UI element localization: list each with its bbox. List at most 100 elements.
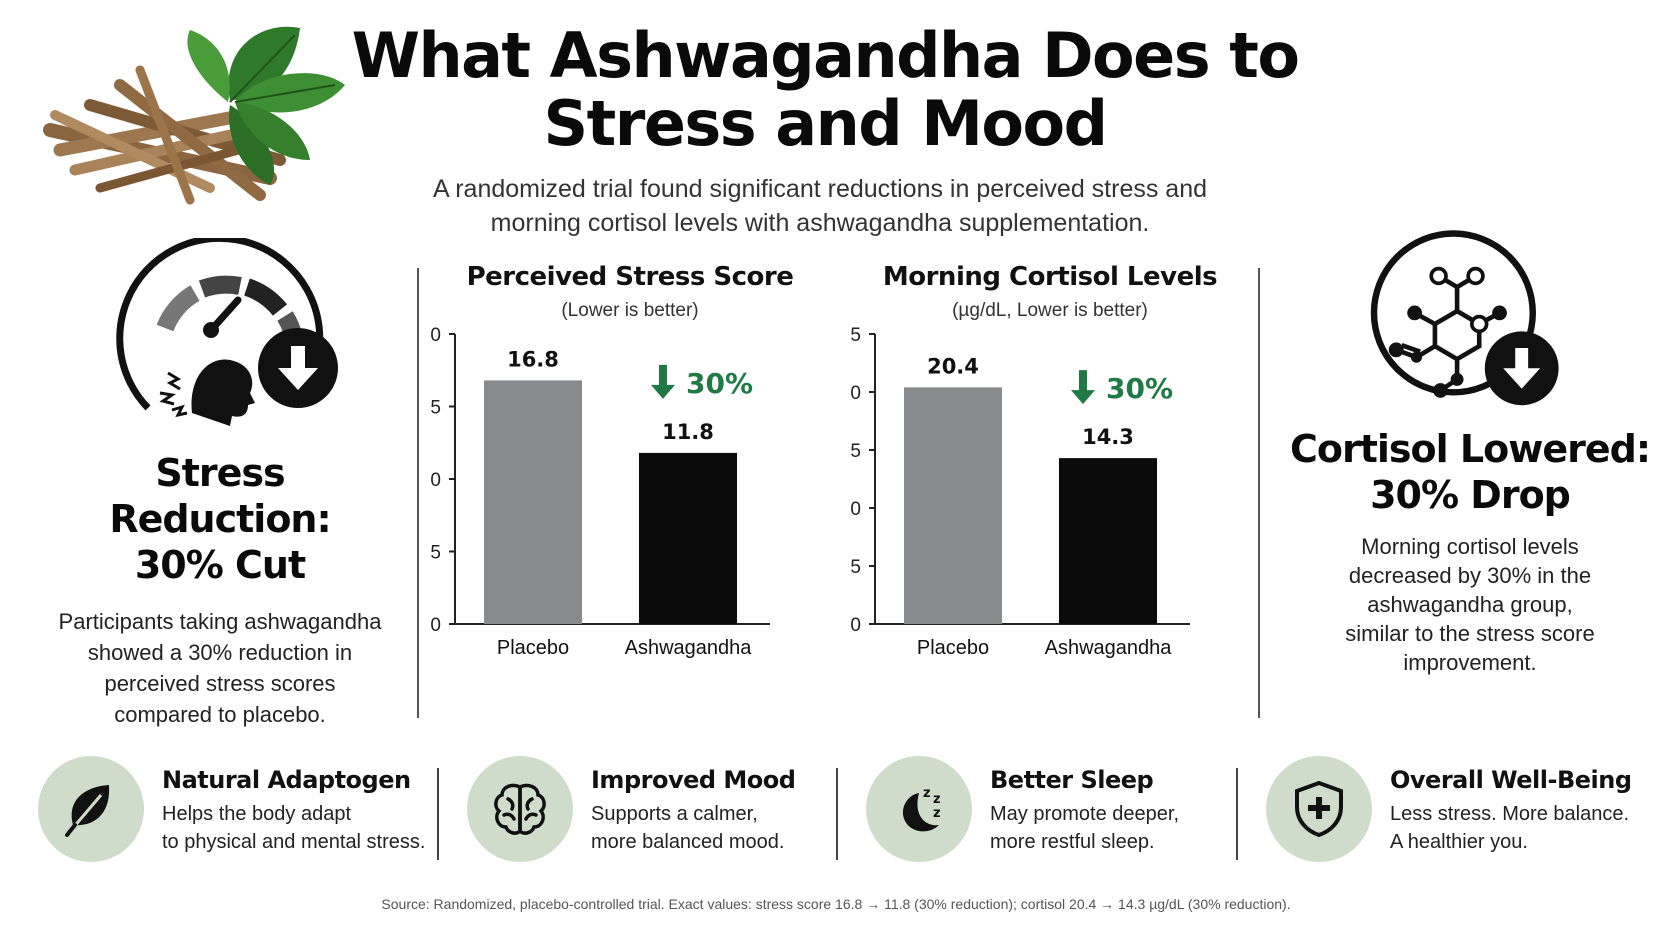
feature-better-sleep: z z z Better Sleep May promote deeper, m…	[866, 756, 1256, 866]
molecule-icon	[1370, 230, 1559, 406]
page-subtitle: A randomized trial found significant red…	[380, 172, 1260, 240]
text-line: compared to placebo.	[114, 702, 326, 727]
svg-text:z: z	[933, 792, 941, 807]
feature-icon-circle	[38, 756, 144, 862]
feature-natural-adaptogen: Natural Adaptogen Helps the body adapt t…	[38, 756, 428, 866]
feature-icon-circle: z z z	[866, 756, 972, 862]
y-tick-label: 15	[850, 441, 861, 462]
subtitle-line-2: morning cortisol levels with ashwagandha…	[490, 209, 1150, 237]
title-line-2: Stress and Mood	[543, 87, 1108, 160]
bar-ashwagandha	[639, 452, 737, 624]
reduction-annotation: 30%	[651, 364, 753, 400]
perceived-stress-chart: Perceived Stress Score (Lower is better)…	[430, 262, 830, 702]
perceived-stress-plot: 0 5 10 15 20 16.8 Placebo 11.8 Ashwagandha 30%	[430, 325, 770, 659]
cortisol-lowered-panel: Cortisol Lowered: 30% Drop Morning corti…	[1290, 224, 1651, 677]
text-line: perceived stress scores	[104, 671, 336, 696]
subtitle-line-1: A randomized trial found significant red…	[432, 175, 1208, 203]
feature-line: A healthier you.	[1390, 831, 1528, 853]
y-tick-label: 0	[430, 615, 441, 636]
bar-placebo	[484, 380, 582, 624]
shield-plus-icon	[1295, 780, 1343, 838]
feature-line: more restful sleep.	[990, 831, 1155, 853]
feature-title: Natural Adaptogen	[162, 766, 411, 794]
heading-line-1: Cortisol Lowered:	[1290, 427, 1651, 471]
feature-line: Supports a calmer,	[591, 803, 758, 825]
x-category-label: Placebo	[917, 637, 989, 659]
text-line: ashwagandha group,	[1367, 592, 1573, 617]
source-note: Source: Randomized, placebo-controlled t…	[381, 896, 1291, 912]
y-tick-label: 20	[850, 383, 861, 404]
brain-icon	[494, 783, 546, 835]
stress-reduction-heading: Stress Reduction: 30% Cut	[40, 450, 400, 588]
bar-value-label: 14.3	[1082, 425, 1134, 449]
heading-line-2: 30% Cut	[134, 543, 306, 587]
text-line: Participants taking ashwagandha	[58, 609, 382, 634]
feature-divider	[836, 768, 838, 860]
feature-line: May promote deeper,	[990, 803, 1179, 825]
heading-line-2: 30% Drop	[1370, 473, 1571, 517]
svg-text:z: z	[923, 786, 931, 801]
feature-overall-well-being: Overall Well-Being Less stress. More bal…	[1266, 756, 1656, 866]
down-arrow-icon	[1071, 370, 1095, 405]
y-tick-label: 5	[430, 543, 441, 564]
y-tick-label: 25	[850, 325, 861, 346]
bar-placebo	[904, 387, 1002, 624]
chart-divider-left	[417, 268, 419, 718]
down-arrow-icon	[651, 364, 675, 399]
bar-value-label: 20.4	[927, 354, 979, 378]
stress-reduction-description: Participants taking ashwagandha showed a…	[40, 606, 400, 730]
title-line-1: What Ashwagandha Does to	[351, 19, 1300, 92]
feature-line: more balanced mood.	[591, 831, 785, 853]
feature-description: Less stress. More balance. A healthier y…	[1390, 800, 1660, 856]
feature-divider	[1236, 768, 1238, 860]
svg-text:z: z	[933, 806, 941, 821]
feature-line: Less stress. More balance.	[1390, 803, 1629, 825]
reduction-percent-label: 30%	[1106, 372, 1173, 405]
feature-divider	[437, 768, 439, 860]
feature-description: Helps the body adapt to physical and men…	[162, 800, 442, 856]
text-line: similar to the stress score	[1345, 621, 1595, 646]
y-tick-label: 20	[430, 325, 441, 346]
cortisol-lowered-heading: Cortisol Lowered: 30% Drop	[1290, 426, 1651, 518]
feature-title: Better Sleep	[990, 766, 1154, 794]
y-tick-label: 15	[430, 398, 441, 419]
text-line: Morning cortisol levels	[1361, 534, 1579, 559]
feature-title: Improved Mood	[591, 766, 796, 794]
feature-line: to physical and mental stress.	[162, 831, 426, 853]
x-category-label: Ashwagandha	[625, 637, 753, 659]
feature-description: Supports a calmer, more balanced mood.	[591, 800, 861, 856]
text-line: improvement.	[1403, 650, 1537, 675]
page-title: What Ashwagandha Does to Stress and Mood	[300, 22, 1350, 158]
feature-line: Helps the body adapt	[162, 803, 352, 825]
feature-title: Overall Well-Being	[1390, 766, 1632, 794]
x-category-label: Placebo	[497, 637, 569, 659]
morning-cortisol-plot: 0 5 10 15 20 25 20.4 Placebo 14.3 Ashwagandha 30%	[850, 325, 1190, 659]
chart-divider-right	[1258, 268, 1260, 718]
y-tick-label: 5	[850, 557, 861, 578]
chart-title: Perceived Stress Score	[466, 262, 794, 292]
stress-gauge-icon	[116, 238, 338, 426]
x-category-label: Ashwagandha	[1045, 637, 1173, 659]
y-tick-label: 0	[850, 615, 861, 636]
cortisol-lowered-description: Morning cortisol levels decreased by 30%…	[1290, 532, 1650, 677]
text-line: showed a 30% reduction in	[87, 640, 353, 665]
heading-line-1: Stress Reduction:	[109, 451, 331, 541]
moon-sleep-icon: z z z	[902, 786, 941, 832]
chart-subtitle: (µg/dL, Lower is better)	[952, 300, 1148, 321]
reduction-annotation: 30%	[1071, 370, 1173, 405]
ashwagandha-roots-image	[43, 26, 345, 205]
chart-subtitle: (Lower is better)	[561, 300, 699, 321]
chart-title: Morning Cortisol Levels	[882, 262, 1218, 292]
bar-ashwagandha	[1059, 458, 1157, 624]
feature-icon-circle	[1266, 756, 1372, 862]
stress-reduction-panel: Stress Reduction: 30% Cut Participants t…	[40, 238, 400, 730]
feature-description: May promote deeper, more restful sleep.	[990, 800, 1260, 856]
bar-value-label: 16.8	[507, 347, 559, 371]
feature-improved-mood: Improved Mood Supports a calmer, more ba…	[467, 756, 857, 866]
reduction-percent-label: 30%	[686, 367, 753, 400]
y-tick-label: 10	[430, 470, 441, 491]
morning-cortisol-chart: Morning Cortisol Levels (µg/dL, Lower is…	[850, 262, 1250, 702]
bar-value-label: 11.8	[662, 420, 714, 444]
y-tick-label: 10	[850, 499, 861, 520]
feature-icon-circle	[467, 756, 573, 862]
